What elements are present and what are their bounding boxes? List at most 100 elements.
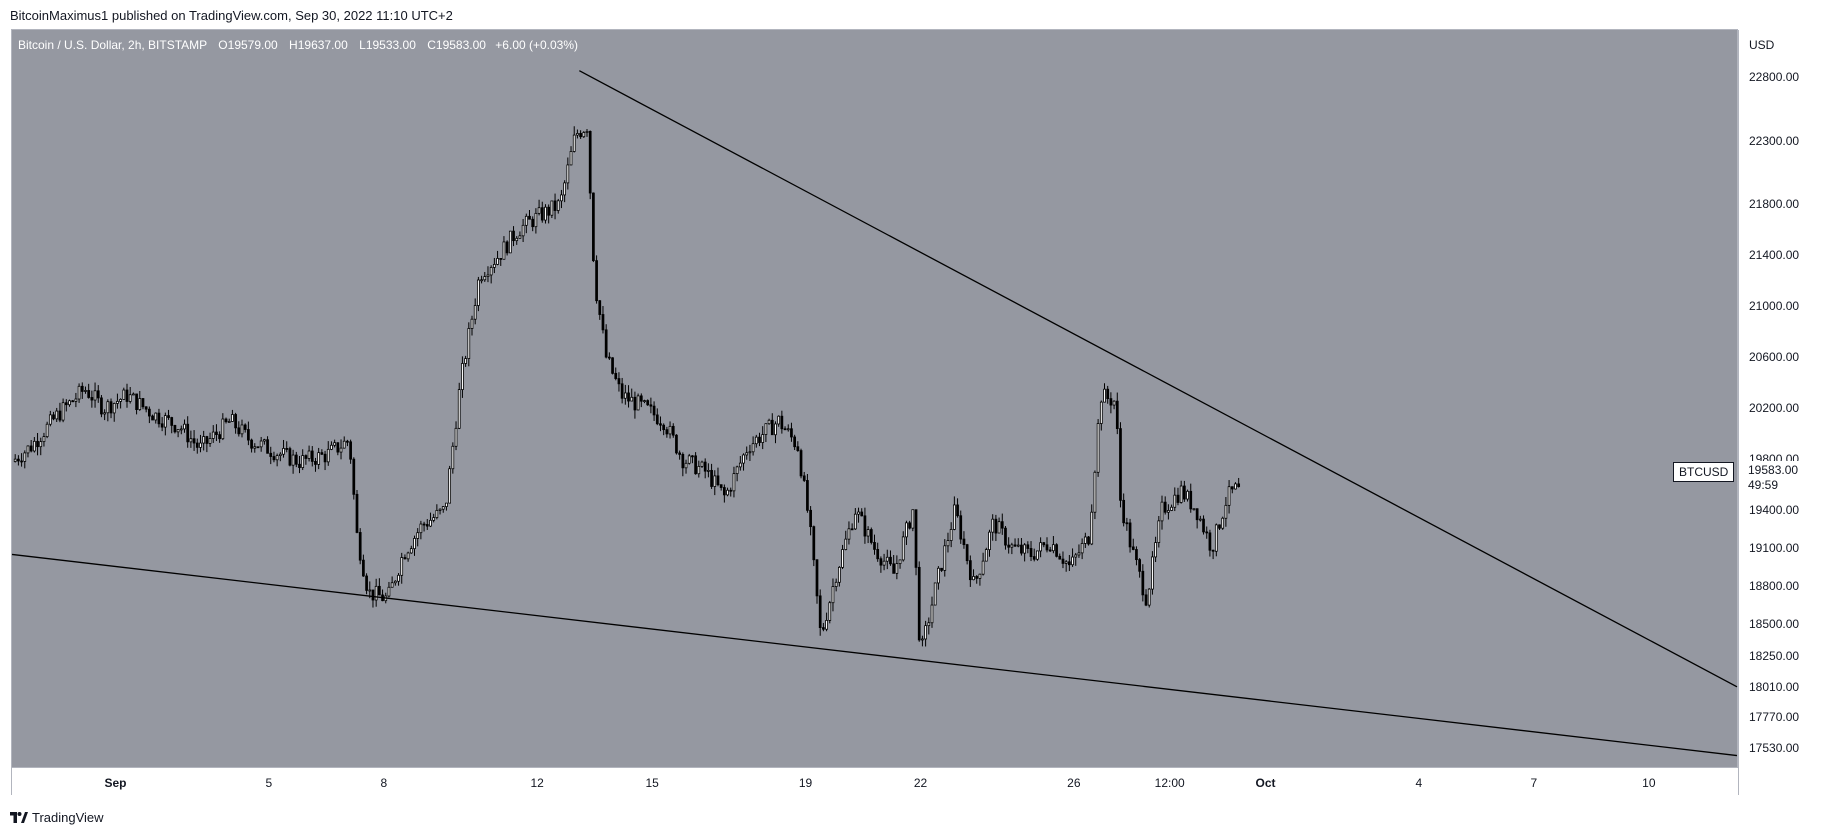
descending-support-trendline — [11, 553, 1738, 757]
candle-down — [758, 436, 761, 443]
candle-up — [429, 519, 432, 527]
candle-up — [467, 328, 471, 359]
candle-up — [445, 502, 448, 507]
plot-area[interactable] — [12, 30, 1737, 767]
candle-up — [726, 489, 729, 496]
candle-up — [524, 215, 528, 226]
price-tick-label: 20600.00 — [1749, 350, 1800, 365]
candle-down — [806, 480, 809, 511]
candle-up — [189, 438, 193, 443]
time-tick-label: Sep — [104, 776, 127, 790]
candle-up — [84, 390, 87, 392]
candle-up — [122, 389, 126, 400]
candle-down — [729, 489, 733, 492]
candle-down — [601, 314, 605, 331]
candle-up — [921, 638, 924, 641]
candle-down — [170, 417, 174, 426]
candle-up — [700, 461, 704, 467]
candle-down — [965, 544, 969, 562]
candle-down — [215, 431, 218, 436]
candle-down — [298, 463, 301, 468]
legend-close-key: C — [427, 38, 436, 52]
legend-change: +6.00 (+0.03%) — [495, 38, 579, 52]
price-tick-label: 20200.00 — [1749, 401, 1800, 416]
candle-down — [151, 415, 154, 421]
candle-up — [39, 441, 43, 448]
price-tick-label: 22300.00 — [1749, 133, 1800, 148]
candle-up — [1198, 518, 1202, 521]
candle-up — [738, 462, 742, 468]
candle-down — [1237, 483, 1241, 487]
candle-down — [531, 218, 535, 228]
candle-down — [1087, 536, 1090, 545]
candle-up — [885, 556, 889, 562]
candle-up — [978, 573, 982, 579]
price-axis-unit: USD — [1749, 38, 1775, 52]
candle-down — [186, 423, 190, 443]
legend-high-key: H — [289, 38, 298, 52]
candle-up — [930, 604, 934, 624]
candle-down — [892, 563, 896, 574]
candle-up — [393, 580, 397, 584]
candle-down — [908, 522, 911, 529]
candle-down — [64, 402, 68, 406]
candle-down — [1055, 544, 1058, 557]
candle-up — [1224, 504, 1228, 519]
candle-up — [163, 415, 167, 428]
candle-down — [665, 429, 669, 435]
price-tick-label: 17770.00 — [1749, 710, 1800, 725]
time-tick-label: 4 — [1415, 776, 1423, 790]
candle-up — [748, 451, 752, 454]
candle-up — [684, 462, 688, 469]
candle-up — [441, 506, 445, 510]
candle-down — [237, 427, 241, 435]
candle-down — [1029, 548, 1033, 557]
candle-down — [1042, 542, 1046, 546]
price-tick-label: 19100.00 — [1749, 541, 1800, 556]
time-tick-label: 22 — [913, 776, 928, 790]
candle-up — [857, 511, 860, 515]
candle-down — [968, 560, 972, 581]
candle-up — [1214, 524, 1218, 552]
candle-up — [208, 438, 212, 444]
candle-down — [349, 441, 352, 460]
candle-down — [1000, 521, 1004, 529]
candle-down — [1208, 532, 1212, 551]
candle-down — [783, 428, 787, 431]
candle-up — [253, 446, 257, 449]
candle-down — [620, 383, 624, 399]
price-axis[interactable]: USD 22800.00 22300.00 21800.00 21400.00 2100… — [1738, 30, 1815, 795]
candle-up — [339, 447, 343, 453]
tradingview-logo[interactable]: TradingView — [10, 810, 104, 825]
candle-up — [202, 436, 206, 444]
candle-down — [1205, 531, 1209, 534]
last-price-value: 19583.00 — [1748, 463, 1799, 477]
candle-up — [480, 279, 483, 282]
candle-down — [371, 589, 375, 601]
candle-up — [786, 428, 790, 431]
candle-up — [534, 212, 538, 228]
candle-down — [250, 439, 253, 449]
candle-up — [307, 450, 311, 459]
candle-down — [579, 133, 582, 138]
candle-down — [52, 414, 55, 420]
candle-up — [128, 394, 132, 402]
candle-up — [68, 400, 71, 406]
time-axis[interactable]: Sep 5 8 12 15 19 22 26 12:00 Oct 4 7 10 — [12, 767, 1738, 796]
candle-up — [991, 518, 995, 533]
candle-up — [1071, 556, 1074, 566]
candle-down — [1068, 561, 1071, 566]
candle-down — [378, 585, 381, 596]
price-tick-label: 18800.00 — [1749, 579, 1800, 594]
candle-up — [1151, 556, 1154, 590]
candle-down — [815, 559, 819, 597]
candle-up — [457, 389, 461, 429]
candle-up — [582, 132, 586, 138]
candle-up — [227, 421, 231, 423]
candle-up — [707, 469, 710, 472]
candle-up — [1186, 490, 1189, 500]
candle-down — [780, 415, 784, 430]
candle-up — [1234, 483, 1237, 490]
candle-down — [809, 509, 812, 528]
